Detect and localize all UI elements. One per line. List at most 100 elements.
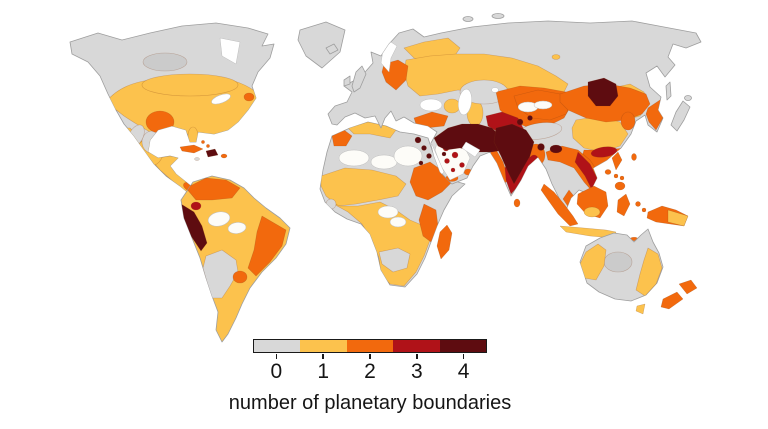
legend-tick-2 <box>369 354 371 359</box>
region-hispaniola <box>205 148 219 158</box>
region-iceland <box>325 43 339 55</box>
region-congo-nodata-1 <box>377 205 399 219</box>
region-namibia-botswana <box>378 247 411 273</box>
persian-gulf <box>461 141 481 158</box>
region-siberia-speck <box>551 54 561 60</box>
region-congo-nodata-2 <box>389 216 407 228</box>
region-sahara-nodata-2 <box>370 154 398 170</box>
region-new-guinea-east <box>667 209 689 227</box>
region-puerto-rico <box>220 153 228 159</box>
region-arabia-speck-5 <box>450 167 456 173</box>
region-madagascar <box>436 224 453 260</box>
region-ecuador <box>190 201 202 211</box>
region-south-borneo <box>583 206 601 218</box>
region-nova-scotia <box>243 92 255 102</box>
region-paraguay <box>232 270 248 284</box>
region-centralasia-maroon-2 <box>527 115 533 121</box>
region-south-america <box>180 175 291 343</box>
region-taiwan <box>631 153 637 161</box>
australia-overlays <box>580 243 663 297</box>
legend-label-0: 0 <box>270 360 283 383</box>
region-xinjiang-nodata <box>533 100 553 110</box>
region-west-coast-gray <box>325 198 337 210</box>
region-mindanao <box>614 181 626 191</box>
legend-cell-4 <box>439 340 487 352</box>
region-sahel <box>320 167 407 207</box>
legend-label-4: 4 <box>457 360 470 383</box>
region-southwest-australia <box>580 243 607 281</box>
region-sahara-nodata-3 <box>393 145 423 167</box>
region-centralasia-maroon-1 <box>516 118 524 126</box>
region-sumatra <box>540 183 579 227</box>
region-east-african-coast <box>418 203 439 243</box>
region-greenland <box>297 21 346 69</box>
region-new-zealand-south <box>660 291 684 310</box>
legend-caption: number of planetary boundaries <box>228 392 512 414</box>
region-sakhalin <box>665 81 672 101</box>
region-amazon-nodata-1 <box>207 211 231 227</box>
region-north-burma <box>549 144 563 154</box>
legend-tick-1 <box>322 354 324 359</box>
region-arabia-speck-2 <box>451 151 459 159</box>
region-tasmania <box>635 303 646 315</box>
caspian-sea <box>458 88 472 116</box>
region-sahara-nodata-1 <box>338 149 370 167</box>
region-arabia-speck-3 <box>459 162 465 168</box>
great-lakes <box>211 93 231 105</box>
region-bohai-coast <box>620 111 636 131</box>
region-maluku-1 <box>635 201 641 207</box>
region-caucasus <box>443 98 461 114</box>
legend-label-2: 2 <box>364 360 376 383</box>
region-sulawesi <box>616 193 631 217</box>
region-australia-interior <box>603 251 633 273</box>
legend-cell-3 <box>393 340 440 352</box>
legend: 0 1 2 3 4 number of planetary boundaries <box>229 339 511 414</box>
region-arabia-speck-6 <box>441 151 447 157</box>
region-bangladesh <box>528 154 540 170</box>
region-sri-lanka <box>513 198 521 208</box>
region-nile-1 <box>414 136 422 144</box>
region-northeast-mexico <box>141 130 163 154</box>
aral-sea <box>491 87 499 93</box>
legend-cell-2 <box>346 340 394 352</box>
region-arabia-speck-4 <box>444 158 450 164</box>
region-ireland <box>343 75 351 87</box>
region-oman <box>463 168 473 176</box>
south-america-overlays <box>181 177 287 299</box>
legend-label-3: 3 <box>410 360 423 383</box>
region-britain <box>351 65 367 93</box>
black-sea <box>419 98 443 112</box>
region-colombia-venezuela <box>185 177 241 201</box>
region-pakistan-nw-india <box>493 123 535 185</box>
legend-tick-3 <box>416 354 418 359</box>
legend-label-1: 1 <box>317 360 330 383</box>
region-nile-2 <box>421 145 427 151</box>
legend-tick-0 <box>275 354 278 359</box>
region-central-canada <box>142 52 188 72</box>
region-jamaica <box>194 157 200 161</box>
region-japan <box>670 100 691 132</box>
legend-tick-4 <box>462 354 465 359</box>
region-hainan <box>604 169 612 175</box>
region-prairies <box>141 73 239 97</box>
legend-cell-1 <box>300 340 347 352</box>
region-visayas-2 <box>619 175 625 181</box>
region-visayas-1 <box>613 173 619 179</box>
legend-colorbar <box>253 339 487 353</box>
region-nile-4 <box>418 160 424 166</box>
region-amazon-nodata-2 <box>227 222 247 234</box>
region-luzon <box>611 151 623 171</box>
region-nile-3 <box>426 153 432 159</box>
arctic-island-2 <box>491 13 505 19</box>
region-hokkaido <box>684 95 692 101</box>
region-maluku-2 <box>641 207 647 213</box>
hudson-bay <box>219 37 241 65</box>
region-south-china-red <box>590 146 618 158</box>
region-cuba <box>179 144 204 154</box>
region-bahamas-2 <box>206 144 210 148</box>
region-new-zealand-north <box>678 279 698 295</box>
arctic-island-1 <box>462 16 474 22</box>
region-ne-india-speck <box>537 143 545 151</box>
